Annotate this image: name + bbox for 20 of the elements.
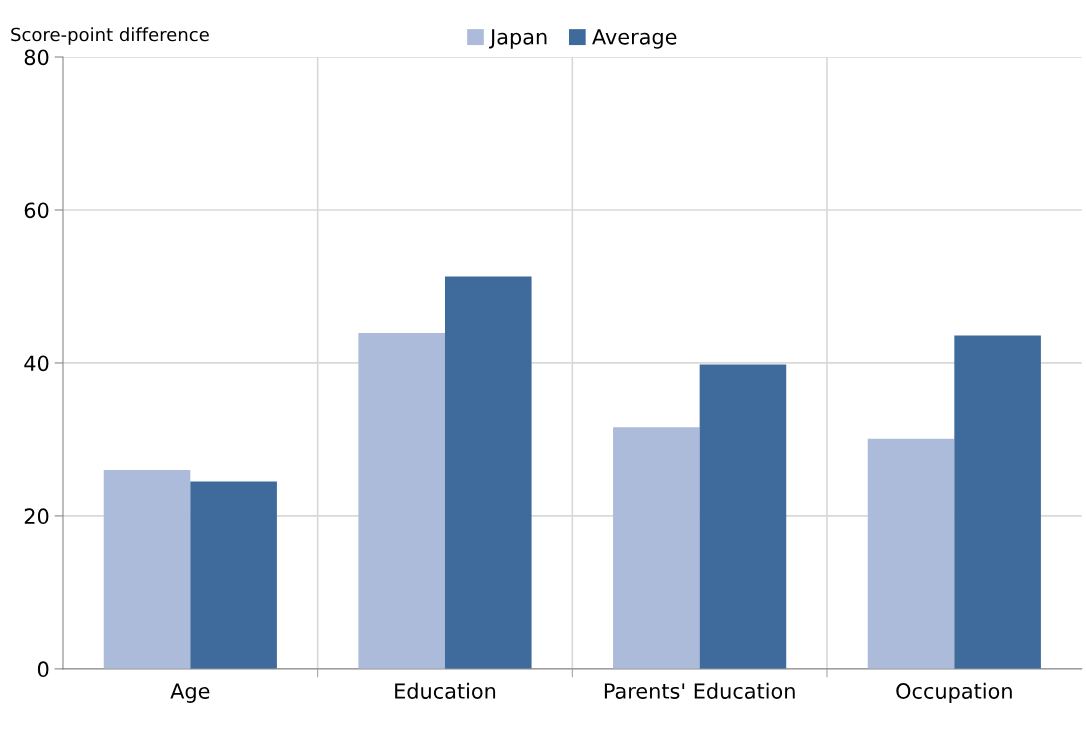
bar [867,438,955,669]
legend-label: Average [592,29,677,49]
y-tick-label: 40 [24,355,49,372]
y-axis-title: Score-point difference [11,27,209,45]
y-tick-label: 80 [24,49,49,66]
x-tick-label: Occupation [896,682,1012,703]
bar [954,335,1041,669]
bar [613,427,700,669]
x-tick-label: Parents' Education [604,682,795,699]
x-tick-label: Education [395,682,496,699]
legend-label: Japan [489,29,547,49]
y-tick-label: 20 [24,508,49,525]
x-tick-label: Age [170,683,210,703]
y-tick-label: 0 [37,661,49,678]
y-tick-label: 60 [24,202,49,219]
bar [358,333,445,669]
bar [699,364,787,669]
bar [190,481,277,669]
bar [444,276,532,669]
bar [103,470,191,669]
